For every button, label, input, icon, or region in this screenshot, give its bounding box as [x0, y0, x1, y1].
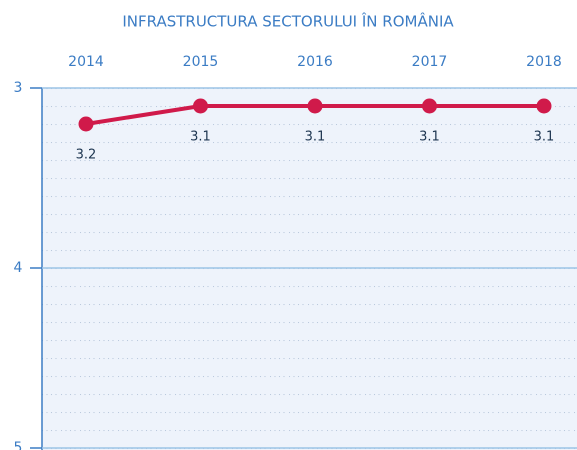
plot-pattern	[42, 88, 577, 450]
x-tick-label: 2016	[297, 54, 333, 70]
point	[193, 98, 208, 114]
point	[307, 98, 323, 114]
point	[78, 116, 94, 132]
data-label: 3.1	[190, 130, 211, 145]
data-label: 3.1	[534, 130, 555, 145]
x-tick-label: 2015	[183, 54, 219, 70]
point	[422, 98, 437, 114]
chart-title: INFRASTRUCTURA SECTORULUI ÎN ROMÂNIA	[122, 12, 454, 31]
data-label: 3.1	[305, 130, 326, 145]
x-tick-label: 2014	[68, 54, 104, 70]
y-tick-label: 5	[14, 440, 23, 450]
data-label: 3.1	[419, 130, 440, 145]
data-label: 3.2	[76, 148, 97, 163]
x-tick-label: 2018	[526, 54, 562, 70]
y-tick-label: 4	[14, 260, 23, 276]
point	[536, 98, 552, 114]
x-tick-label: 2017	[412, 54, 448, 70]
y-tick-label: 3	[14, 80, 23, 96]
